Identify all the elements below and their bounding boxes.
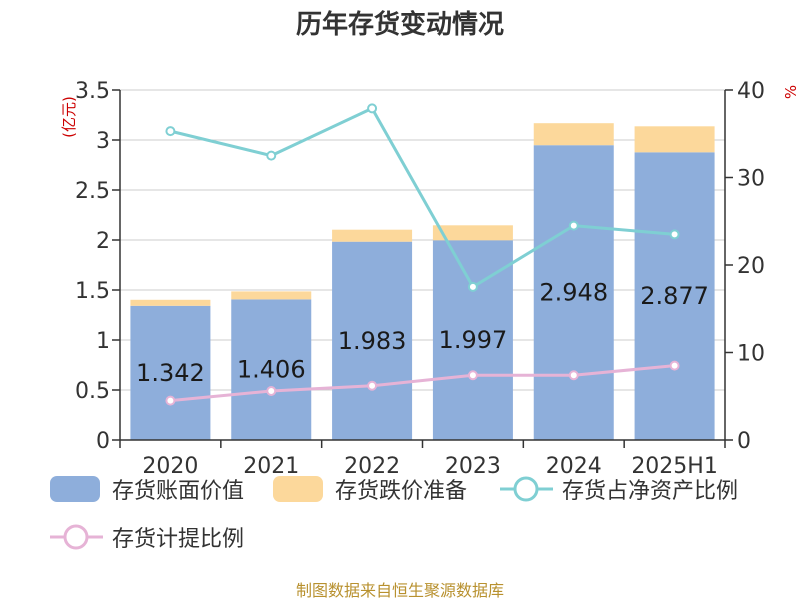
legend-label-provision-ratio: 存货计提比例 — [112, 527, 244, 552]
point-net-assets-ratio — [367, 103, 378, 114]
axes: 0 0.5 1 1.5 2 2.5 3 3.5 0 10 20 30 40 2020 2021 2022 202… — [75, 79, 765, 479]
x-axis-category-label: 2024 — [546, 454, 602, 479]
bar-book-value — [634, 152, 715, 441]
line-net-assets-ratio — [170, 106, 675, 289]
bar-impairment — [130, 299, 211, 306]
data-labels: 1.342 1.406 1.983 1.997 2.948 2.877 — [136, 279, 709, 387]
bar-book-value — [130, 305, 211, 440]
point-provision-ratio — [669, 360, 680, 371]
legend-marker-net-assets-ratio — [513, 476, 539, 502]
left-axis-unit: (亿元) — [60, 96, 78, 138]
left-axis-tick-label: 3.5 — [75, 79, 110, 104]
bar-value-label: 1.997 — [439, 326, 508, 354]
left-axis-tick-label: 3 — [96, 129, 110, 154]
legend-label-impairment: 存货跌价准备 — [335, 479, 467, 504]
chart-title: 历年存货变动情况 — [296, 9, 504, 40]
point-provision-ratio — [266, 386, 277, 396]
right-axis-tick-label: 20 — [737, 254, 765, 279]
point-net-assets-ratio — [165, 126, 176, 137]
legend-label-net-assets-ratio: 存货占净资产比例 — [562, 479, 738, 504]
bar-value-label: 1.406 — [237, 356, 306, 384]
left-axis-tick-label: 2 — [96, 229, 110, 254]
bar-book-value — [332, 241, 413, 440]
x-axis-category-label: 2021 — [243, 454, 299, 479]
point-provision-ratio — [367, 380, 378, 391]
bar-value-label: 2.877 — [640, 282, 709, 310]
legend-marker-provision-ratio — [63, 524, 89, 550]
legend: 存货账面价值 存货跌价准备 存货占净资产比例 存货计提比例 — [50, 476, 738, 552]
point-net-assets-ratio — [669, 229, 680, 240]
legend-swatch-book-value — [50, 476, 100, 502]
lines — [165, 103, 680, 406]
right-axis-unit: % — [782, 85, 800, 99]
point-net-assets-ratio — [467, 281, 478, 292]
left-axis-tick-label: 1.5 — [75, 279, 110, 304]
legend-label-book-value: 存货账面价值 — [112, 479, 244, 504]
left-axis-tick-label: 0.5 — [75, 379, 110, 404]
bar-book-value — [533, 145, 614, 440]
line-provision-ratio — [170, 364, 675, 403]
left-axis-tick-label: 1 — [96, 329, 110, 354]
bar-value-label: 1.983 — [338, 327, 407, 355]
right-axis-tick-label: 0 — [737, 429, 751, 454]
bar-book-value — [231, 299, 312, 440]
bars — [130, 123, 715, 441]
bar-book-value — [432, 240, 513, 440]
point-provision-ratio — [568, 370, 579, 381]
point-provision-ratio — [165, 395, 176, 406]
data-source-note: 制图数据来自恒生聚源数据库 — [296, 581, 504, 600]
bar-value-label: 2.948 — [539, 279, 608, 307]
right-axis-tick-label: 30 — [737, 167, 765, 192]
bar-impairment — [634, 126, 715, 153]
bar-impairment — [332, 229, 413, 242]
point-provision-ratio — [467, 370, 478, 381]
right-axis-tick-label: 40 — [737, 79, 765, 104]
point-net-assets-ratio — [266, 150, 277, 161]
x-axis-category-label: 2023 — [445, 454, 501, 479]
left-axis-tick-label: 0 — [96, 429, 110, 454]
bar-impairment — [432, 225, 513, 241]
bar-impairment — [231, 291, 312, 300]
x-axis-category-label: 2020 — [142, 454, 198, 479]
point-net-assets-ratio — [568, 220, 579, 231]
left-axis-tick-label: 2.5 — [75, 179, 110, 204]
x-axis-category-label: 2022 — [344, 454, 400, 479]
x-axis-category-label: 2025H1 — [631, 454, 718, 479]
bar-value-label: 1.342 — [136, 359, 205, 387]
gridlines — [120, 89, 725, 391]
bar-impairment — [533, 123, 614, 146]
legend-swatch-impairment — [273, 476, 323, 502]
right-axis-tick-label: 10 — [737, 342, 765, 367]
